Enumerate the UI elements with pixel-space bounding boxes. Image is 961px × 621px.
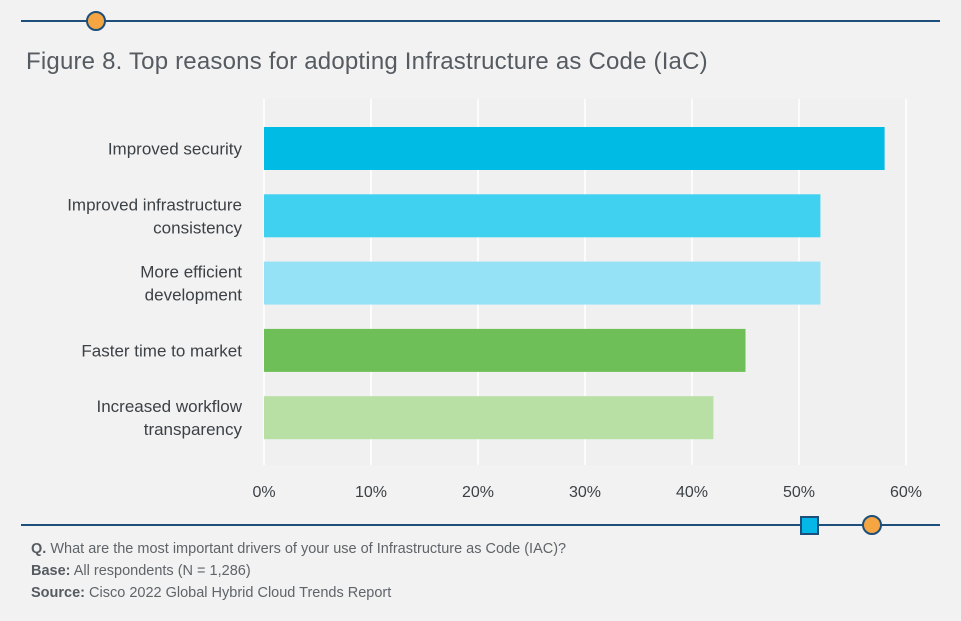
x-tick-label: 40% [676, 484, 708, 501]
x-tick-label: 20% [462, 484, 494, 501]
category-label: Improved security [108, 140, 243, 159]
x-tick-label: 60% [890, 484, 922, 501]
bottom-circle-marker [862, 515, 882, 535]
bottom-square-marker [800, 516, 819, 535]
base-label: Base: [31, 563, 71, 579]
bars [264, 127, 885, 440]
source-text: Cisco 2022 Global Hybrid Cloud Trends Re… [89, 585, 392, 601]
question-label: Q. [31, 541, 47, 557]
x-tick-label: 50% [783, 484, 815, 501]
category-label-line: Improved security [108, 140, 243, 159]
category-label-line: Improved infrastructure [67, 195, 242, 214]
x-axis-ticks: 0% 10% 20% 30% 40% 50% 60% [252, 484, 922, 501]
base-text: All respondents (N = 1,286) [73, 563, 251, 579]
bar-chart: Improved security Improved infrastructure… [67, 99, 922, 501]
bar [264, 396, 714, 440]
source-label: Source: [31, 585, 85, 601]
category-label-line: Increased workflow [96, 397, 242, 416]
category-label: More efficient development [140, 263, 242, 305]
chart-title: Figure 8. Top reasons for adopting Infra… [26, 48, 708, 75]
question-text: What are the most important drivers of y… [50, 541, 567, 557]
bar [264, 261, 821, 305]
bottom-rule [21, 524, 940, 526]
category-label: Improved infrastructure consistency [67, 195, 242, 237]
source-note: Source: Cisco 2022 Global Hybrid Cloud T… [31, 582, 566, 604]
question-note: Q. What are the most important drivers o… [31, 538, 566, 560]
chart-notes: Q. What are the most important drivers o… [31, 538, 566, 604]
base-note: Base: All respondents (N = 1,286) [31, 560, 566, 582]
category-labels: Improved security Improved infrastructure… [67, 140, 243, 440]
x-tick-label: 0% [252, 484, 275, 501]
bar [264, 194, 821, 238]
x-tick-label: 10% [355, 484, 387, 501]
bar [264, 328, 746, 372]
category-label: Faster time to market [81, 341, 242, 360]
category-label-line: consistency [153, 218, 242, 237]
x-tick-label: 30% [569, 484, 601, 501]
category-label-line: More efficient [140, 263, 242, 282]
category-label-line: development [145, 286, 243, 305]
top-circle-marker [86, 11, 106, 31]
top-rule [21, 20, 940, 22]
bar [264, 127, 885, 170]
category-label: Increased workflow transparency [96, 397, 242, 439]
category-label-line: transparency [144, 420, 243, 439]
category-label-line: Faster time to market [81, 341, 242, 360]
